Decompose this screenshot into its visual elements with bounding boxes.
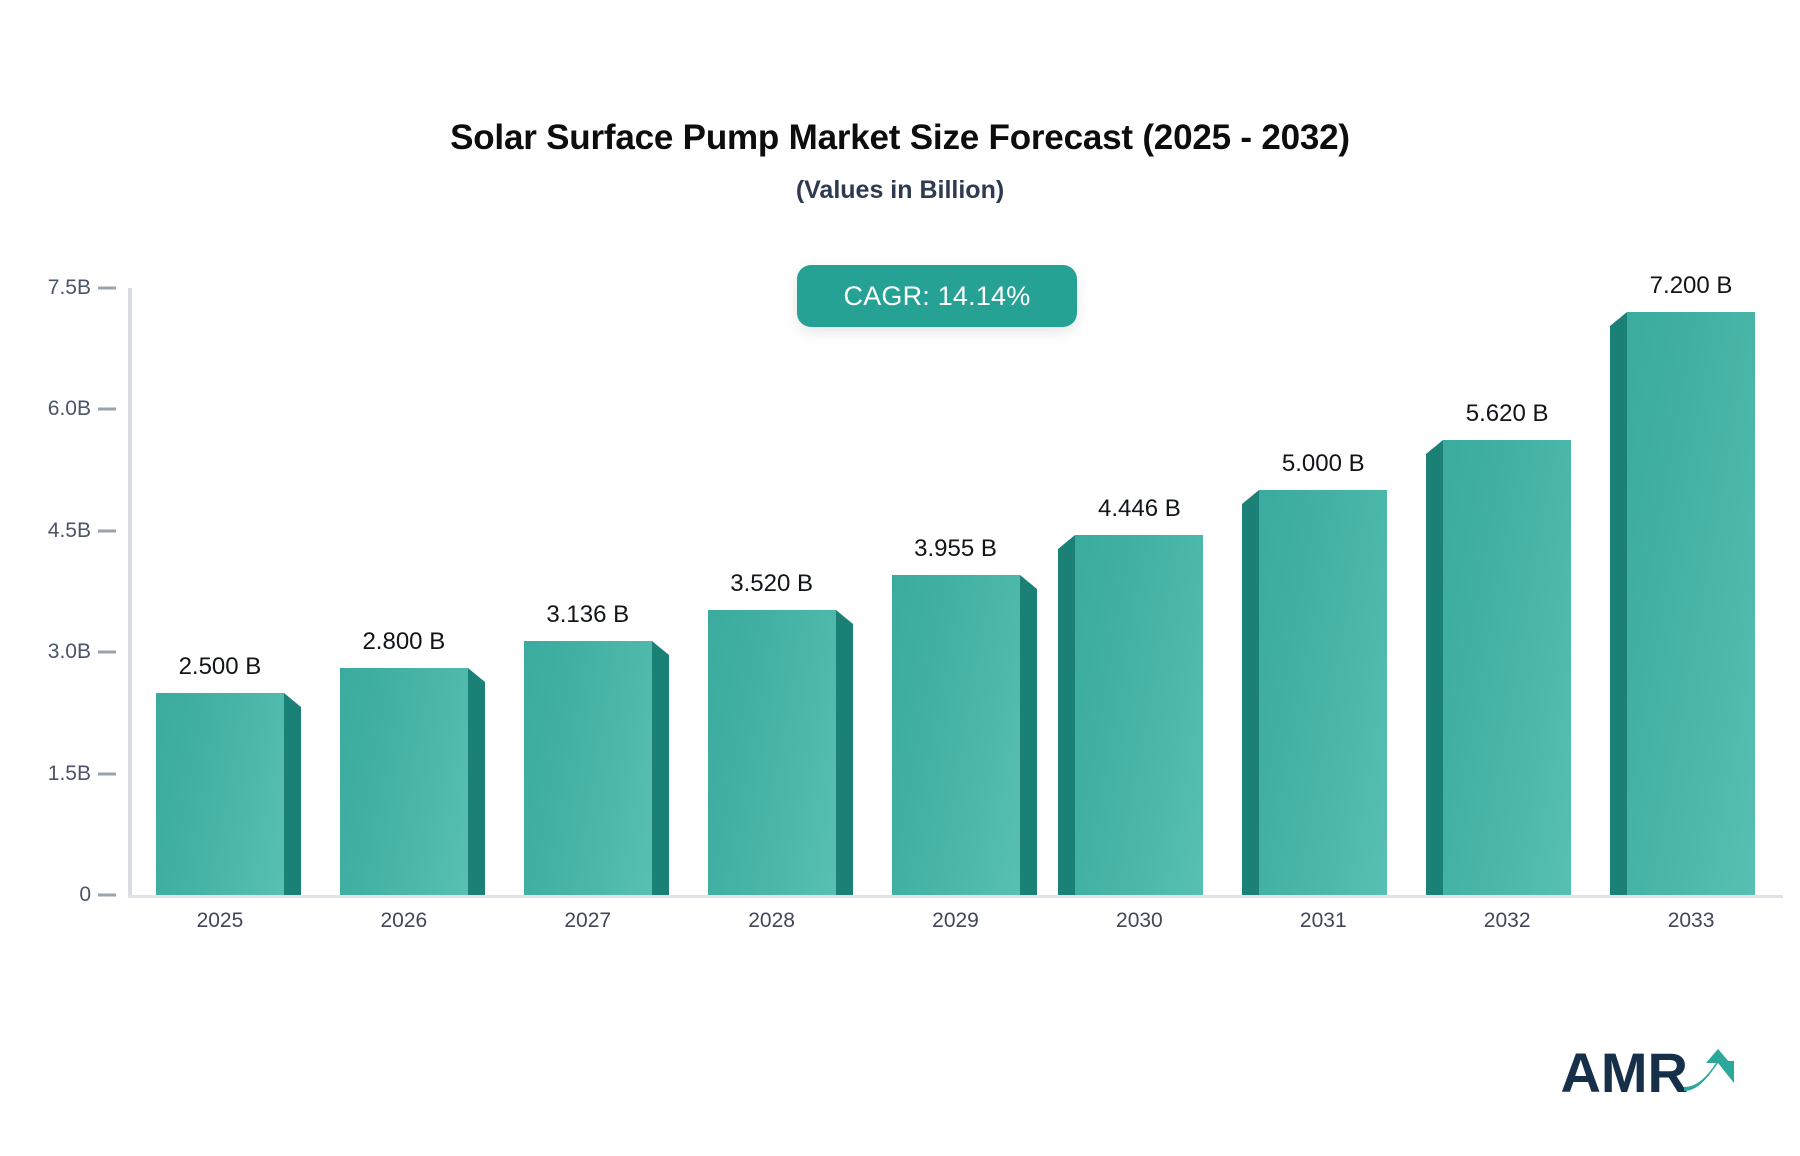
bar-3d-top [835,610,853,625]
bar-value-label: 5.620 B [1465,400,1549,428]
bar-value-label: 2.500 B [178,652,262,680]
y-axis-tick-label: 6.0B [47,397,91,421]
bar-value-label: 3.136 B [546,601,630,629]
bar-column[interactable]: 3.955 B 2029 [891,535,1037,932]
y-axis-tick-mark [98,772,116,776]
bar-column[interactable]: 5.620 B 2032 [1426,400,1572,932]
bar-value-label: 5.000 B [1281,450,1365,478]
bar-value-label: 3.955 B [914,534,997,562]
y-axis-tick-mark [98,650,116,654]
y-axis-tick-label: 4.5B [47,518,91,542]
x-axis-tick-label: 2028 [748,909,795,932]
cagr-badge: CAGR: 14.14% [797,265,1077,327]
y-axis-tick-mark [98,529,116,533]
chart-subtitle: (Values in Billion) [795,176,1005,204]
bar-3d-top [651,641,669,656]
bar-3d-top [1610,312,1628,327]
bar-column[interactable]: 7.200 B 2033 [1610,272,1756,932]
growth-arrow-icon [1684,1049,1734,1091]
bar-3d-top [1426,440,1444,455]
bar-face [339,668,468,895]
bar-column[interactable]: 2.800 B 2026 [339,628,485,932]
y-axis-tick-mark [98,893,116,897]
x-axis-tick-label: 2027 [564,909,612,932]
x-axis-tick-label: 2025 [196,909,244,932]
y-axis-line [128,288,132,898]
bar-value-label: 7.200 B [1649,272,1733,300]
bar-value-label: 4.446 B [1098,495,1181,523]
amr-logo-text: AMR [1560,1041,1688,1104]
bar-value-label: 2.800 B [362,628,446,656]
bar-3d-side [283,706,301,895]
bar-3d-top [1242,490,1260,505]
amr-logo: AMR [1560,1045,1740,1101]
y-axis-tick-label: 1.5B [47,761,91,785]
bar-3d-side [835,624,853,895]
bar-3d-side [1058,549,1076,895]
y-axis-tick-label: 7.5B [47,276,91,299]
bar-series: 2.500 B 2025 2.800 B 2026 3.136 B 2027 3.520 B… [128,272,1783,932]
bar-3d-side [467,682,485,895]
x-axis-tick-label: 2030 [1116,909,1163,932]
bar-column[interactable]: 5.000 B 2031 [1242,450,1388,932]
bar-face [707,610,836,895]
x-axis-tick-label: 2029 [932,909,979,932]
x-axis-tick-label: 2026 [380,909,428,932]
bar-face [1075,535,1204,895]
bar-face [1627,312,1756,895]
x-axis-tick-label: 2033 [1667,909,1715,932]
bar-3d-top [1058,535,1076,550]
bar-3d-side [1426,454,1444,895]
bar-3d-side [1610,326,1628,895]
x-axis-tick-label: 2032 [1483,909,1531,932]
bar-face [1443,440,1572,895]
x-axis-tick-label: 2031 [1299,909,1347,932]
bar-face [891,574,1020,895]
bar-face [523,641,652,895]
plot-area: 0 1.5B 3.0B 4.5B 6.0B 7.5B 2.500 B 2025 2.800 B… [48,272,1783,932]
y-axis-tick-mark [98,407,116,411]
y-axis-tick-label: 3.0B [47,640,91,664]
bar-face [155,692,284,895]
y-axis-tick-label: 0 [79,883,91,906]
bar-3d-side [1019,588,1037,895]
bar-3d-side [1242,504,1260,895]
x-axis-line [128,895,1783,898]
bar-value-label: 3.520 B [730,570,813,598]
bar-column[interactable]: 4.446 B 2030 [1058,495,1204,932]
bar-column[interactable]: 2.500 B 2025 [155,653,301,932]
bar-column[interactable]: 3.136 B 2027 [523,601,669,932]
bar-face [1259,490,1388,895]
page-title: Solar Surface Pump Market Size Forecast … [450,118,1350,157]
bar-3d-top [283,692,301,707]
cagr-badge-label: CAGR: 14.14% [843,280,1031,311]
bar-3d-top [467,668,485,683]
bar-3d-top [1019,574,1037,589]
y-axis-tick-mark [98,286,116,290]
bar-3d-side [651,655,669,895]
bar-column[interactable]: 3.520 B 2028 [707,570,853,932]
